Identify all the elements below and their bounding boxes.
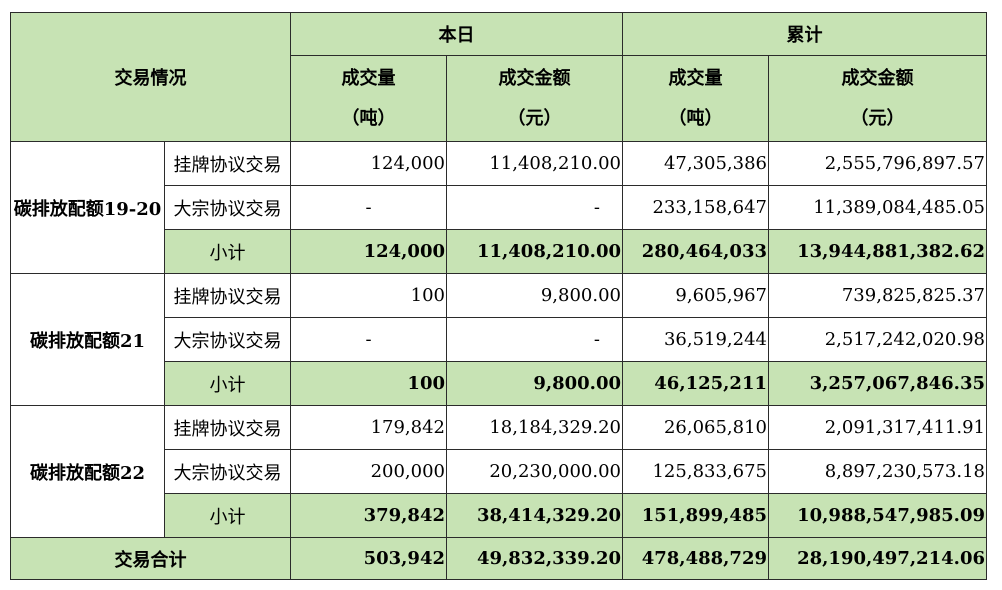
group-header-today: 本日: [290, 12, 623, 56]
today-volume: -: [290, 317, 447, 362]
col-header-unit: （元）: [507, 107, 562, 129]
cum-volume: 151,899,485: [622, 493, 769, 538]
today-amount: 38,414,329.20: [446, 493, 623, 538]
col-header-unit: （吨）: [668, 107, 723, 129]
cum-volume: 47,305,386: [622, 141, 769, 186]
group-name: 碳排放配额19-20: [10, 141, 165, 274]
today-volume: 179,842: [290, 405, 447, 450]
today-volume: -: [290, 185, 447, 230]
cum-amount: 3,257,067,846.35: [768, 361, 987, 406]
trading-summary-table: 交易情况 本日 累计 成交量 （吨） 成交金额 （元） 成交量 （吨） 成交金额…: [10, 12, 987, 580]
today-volume: 100: [290, 361, 447, 406]
trade-type: 挂牌协议交易: [164, 141, 291, 186]
today-volume: 100: [290, 273, 447, 318]
cum-amount: 2,555,796,897.57: [768, 141, 987, 186]
today-volume: 379,842: [290, 493, 447, 538]
today-volume: 124,000: [290, 141, 447, 186]
trade-type: 小计: [164, 229, 291, 274]
total-today-amount: 49,832,339.20: [446, 537, 623, 580]
col-header-label: 成交金额: [841, 67, 914, 89]
today-amount: 9,800.00: [446, 273, 623, 318]
cum-volume: 280,464,033: [622, 229, 769, 274]
subtotal-row: 小计 124,000 11,408,210.00 280,464,033 13,…: [10, 229, 987, 274]
today-amount: 11,408,210.00: [446, 229, 623, 274]
table-body: 交易情况 本日 累计 成交量 （吨） 成交金额 （元） 成交量 （吨） 成交金额…: [10, 12, 987, 580]
col-header-cum-amount: 成交金额 （元）: [768, 55, 987, 142]
header-row-columns: 成交量 （吨） 成交金额 （元） 成交量 （吨） 成交金额 （元）: [11, 55, 987, 142]
cum-amount: 10,988,547,985.09: [768, 493, 987, 538]
trade-type: 大宗协议交易: [164, 449, 291, 494]
cum-volume: 233,158,647: [622, 185, 769, 230]
col-header-label: 成交量: [668, 67, 723, 89]
group-name: 碳排放配额21: [10, 273, 165, 406]
trade-type: 大宗协议交易: [164, 317, 291, 362]
today-volume: 200,000: [290, 449, 447, 494]
col-header-label: 成交量: [341, 67, 396, 89]
trade-type: 小计: [164, 361, 291, 406]
col-header-today-amount: 成交金额 （元）: [446, 55, 623, 142]
cum-amount: 8,897,230,573.18: [768, 449, 987, 494]
col-header-unit: （吨）: [341, 107, 396, 129]
col-header-cum-volume: 成交量 （吨）: [622, 55, 769, 142]
col-header-unit: （元）: [850, 107, 905, 129]
total-cum-volume: 478,488,729: [622, 537, 769, 580]
total-today-volume: 503,942: [290, 537, 447, 580]
cum-amount: 11,389,084,485.05: [768, 185, 987, 230]
group-name: 碳排放配额22: [10, 405, 165, 538]
trade-type: 挂牌协议交易: [164, 273, 291, 318]
total-label: 交易合计: [10, 537, 291, 580]
cum-volume: 46,125,211: [622, 361, 769, 406]
trade-type: 大宗协议交易: [164, 185, 291, 230]
today-volume: 124,000: [290, 229, 447, 274]
cum-amount: 2,517,242,020.98: [768, 317, 987, 362]
today-amount: 18,184,329.20: [446, 405, 623, 450]
today-amount: 9,800.00: [446, 361, 623, 406]
cum-amount: 2,091,317,411.91: [768, 405, 987, 450]
today-amount: 20,230,000.00: [446, 449, 623, 494]
cum-volume: 125,833,675: [622, 449, 769, 494]
group-header-cumulative: 累计: [622, 12, 987, 56]
today-amount: -: [446, 317, 623, 362]
table-row: 碳排放配额19-20 挂牌协议交易 124,000 11,408,210.00 …: [10, 141, 987, 274]
col-header-label: 成交金额: [498, 67, 571, 89]
cum-amount: 13,944,881,382.62: [768, 229, 987, 274]
cum-amount: 739,825,825.37: [768, 273, 987, 318]
trade-type: 小计: [164, 493, 291, 538]
section-header: 交易情况: [10, 12, 291, 142]
table-row: 大宗协议交易 200,000 20,230,000.00 125,833,675…: [11, 449, 987, 494]
subtotal-row: 小计 100 9,800.00 46,125,211 3,257,067,846…: [11, 361, 987, 406]
table-row: 大宗协议交易 - - 233,158,647 11,389,084,485.05: [11, 185, 987, 230]
today-amount: 11,408,210.00: [446, 141, 623, 186]
cum-volume: 26,065,810: [622, 405, 769, 450]
col-header-today-volume: 成交量 （吨）: [290, 55, 447, 142]
trade-type: 挂牌协议交易: [164, 405, 291, 450]
cum-volume: 36,519,244: [622, 317, 769, 362]
table-row: 碳排放配额21 挂牌协议交易 100 9,800.00 9,605,967 73…: [10, 273, 987, 406]
today-amount: -: [446, 185, 623, 230]
table-row: 碳排放配额22 挂牌协议交易 179,842 18,184,329.20 26,…: [10, 405, 987, 538]
header-row-groups: 交易情况 本日 累计: [10, 12, 987, 142]
table-row: 大宗协议交易 - - 36,519,244 2,517,242,020.98: [11, 317, 987, 362]
total-row: 交易合计 503,942 49,832,339.20 478,488,729 2…: [10, 537, 987, 580]
total-cum-amount: 28,190,497,214.06: [768, 537, 987, 580]
cum-volume: 9,605,967: [622, 273, 769, 318]
